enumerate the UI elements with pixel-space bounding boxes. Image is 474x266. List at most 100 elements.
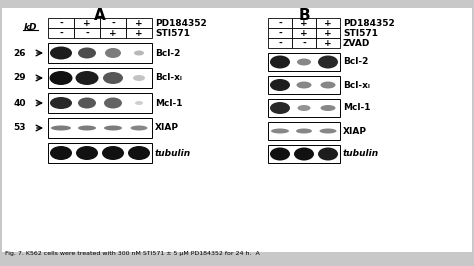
Text: +: + (135, 19, 143, 27)
Text: XIAP: XIAP (155, 123, 179, 132)
Text: tubulin: tubulin (155, 148, 191, 157)
FancyBboxPatch shape (48, 143, 152, 163)
FancyBboxPatch shape (316, 18, 340, 28)
Text: +: + (300, 19, 308, 27)
FancyBboxPatch shape (268, 28, 292, 38)
Text: 53: 53 (13, 123, 26, 132)
Ellipse shape (103, 72, 123, 84)
FancyBboxPatch shape (48, 43, 152, 63)
Text: +: + (109, 28, 117, 38)
Ellipse shape (49, 71, 73, 85)
Ellipse shape (76, 146, 98, 160)
Text: B: B (298, 8, 310, 23)
FancyBboxPatch shape (48, 18, 74, 28)
FancyBboxPatch shape (316, 38, 340, 48)
FancyBboxPatch shape (316, 28, 340, 38)
FancyBboxPatch shape (292, 38, 316, 48)
Text: 40: 40 (13, 98, 26, 107)
Ellipse shape (270, 79, 290, 91)
Text: Fig. 7. K562 cells were treated with 300 nM STI571 ± 5 μM PD184352 for 24 h.  A: Fig. 7. K562 cells were treated with 300… (5, 251, 260, 256)
Text: PD184352: PD184352 (343, 19, 395, 27)
Text: A: A (94, 8, 106, 23)
FancyBboxPatch shape (268, 53, 340, 71)
Ellipse shape (294, 148, 314, 160)
Text: Mcl-1: Mcl-1 (155, 98, 182, 107)
Ellipse shape (319, 128, 337, 134)
Text: 29: 29 (13, 73, 26, 82)
Text: Bcl-2: Bcl-2 (343, 57, 368, 66)
Ellipse shape (130, 126, 147, 131)
Ellipse shape (128, 146, 150, 160)
Ellipse shape (104, 126, 122, 131)
FancyBboxPatch shape (2, 8, 472, 252)
FancyBboxPatch shape (268, 122, 340, 140)
Text: +: + (324, 39, 332, 48)
Text: XIAP: XIAP (343, 127, 367, 135)
Text: -: - (278, 28, 282, 38)
Text: tubulin: tubulin (343, 149, 379, 159)
Ellipse shape (78, 126, 96, 131)
FancyBboxPatch shape (268, 76, 340, 94)
FancyBboxPatch shape (268, 99, 340, 117)
Text: Mcl-1: Mcl-1 (343, 103, 371, 113)
Text: Bcl-2: Bcl-2 (155, 48, 181, 57)
Ellipse shape (320, 81, 336, 89)
Text: +: + (83, 19, 91, 27)
Ellipse shape (270, 102, 290, 114)
Ellipse shape (298, 105, 310, 111)
FancyBboxPatch shape (126, 18, 152, 28)
Ellipse shape (271, 128, 289, 134)
Ellipse shape (78, 48, 96, 59)
FancyBboxPatch shape (268, 38, 292, 48)
Ellipse shape (318, 56, 338, 69)
Ellipse shape (102, 146, 124, 160)
Text: -: - (278, 19, 282, 27)
Ellipse shape (320, 105, 336, 111)
Text: Bcl-xₗ: Bcl-xₗ (155, 73, 182, 82)
Text: +: + (324, 28, 332, 38)
Ellipse shape (270, 56, 290, 69)
Text: kD: kD (23, 23, 37, 32)
Ellipse shape (318, 148, 338, 160)
Ellipse shape (296, 128, 312, 134)
FancyBboxPatch shape (48, 68, 152, 88)
FancyBboxPatch shape (126, 28, 152, 38)
FancyBboxPatch shape (74, 28, 100, 38)
FancyBboxPatch shape (48, 118, 152, 138)
Ellipse shape (297, 59, 311, 65)
Text: -: - (111, 19, 115, 27)
Ellipse shape (270, 148, 290, 160)
Text: Bcl-xₗ: Bcl-xₗ (343, 81, 370, 89)
FancyBboxPatch shape (292, 28, 316, 38)
Ellipse shape (104, 98, 122, 109)
Text: STI571: STI571 (343, 28, 378, 38)
Ellipse shape (50, 146, 72, 160)
Text: -: - (302, 39, 306, 48)
FancyBboxPatch shape (292, 18, 316, 28)
Text: -: - (59, 19, 63, 27)
Ellipse shape (134, 51, 144, 56)
Ellipse shape (50, 97, 72, 109)
Ellipse shape (105, 48, 121, 58)
Text: ZVAD: ZVAD (343, 39, 370, 48)
FancyBboxPatch shape (48, 93, 152, 113)
Ellipse shape (133, 75, 145, 81)
Text: -: - (59, 28, 63, 38)
FancyBboxPatch shape (48, 28, 74, 38)
Text: +: + (135, 28, 143, 38)
Text: STI571: STI571 (155, 28, 190, 38)
FancyBboxPatch shape (74, 18, 100, 28)
Ellipse shape (75, 71, 99, 85)
Ellipse shape (78, 98, 96, 109)
Ellipse shape (297, 81, 311, 89)
FancyBboxPatch shape (100, 18, 126, 28)
FancyBboxPatch shape (268, 18, 292, 28)
FancyBboxPatch shape (100, 28, 126, 38)
Text: +: + (300, 28, 308, 38)
Text: +: + (324, 19, 332, 27)
Ellipse shape (50, 47, 72, 60)
Text: 26: 26 (13, 48, 26, 57)
Text: -: - (85, 28, 89, 38)
Ellipse shape (135, 101, 143, 105)
FancyBboxPatch shape (268, 145, 340, 163)
